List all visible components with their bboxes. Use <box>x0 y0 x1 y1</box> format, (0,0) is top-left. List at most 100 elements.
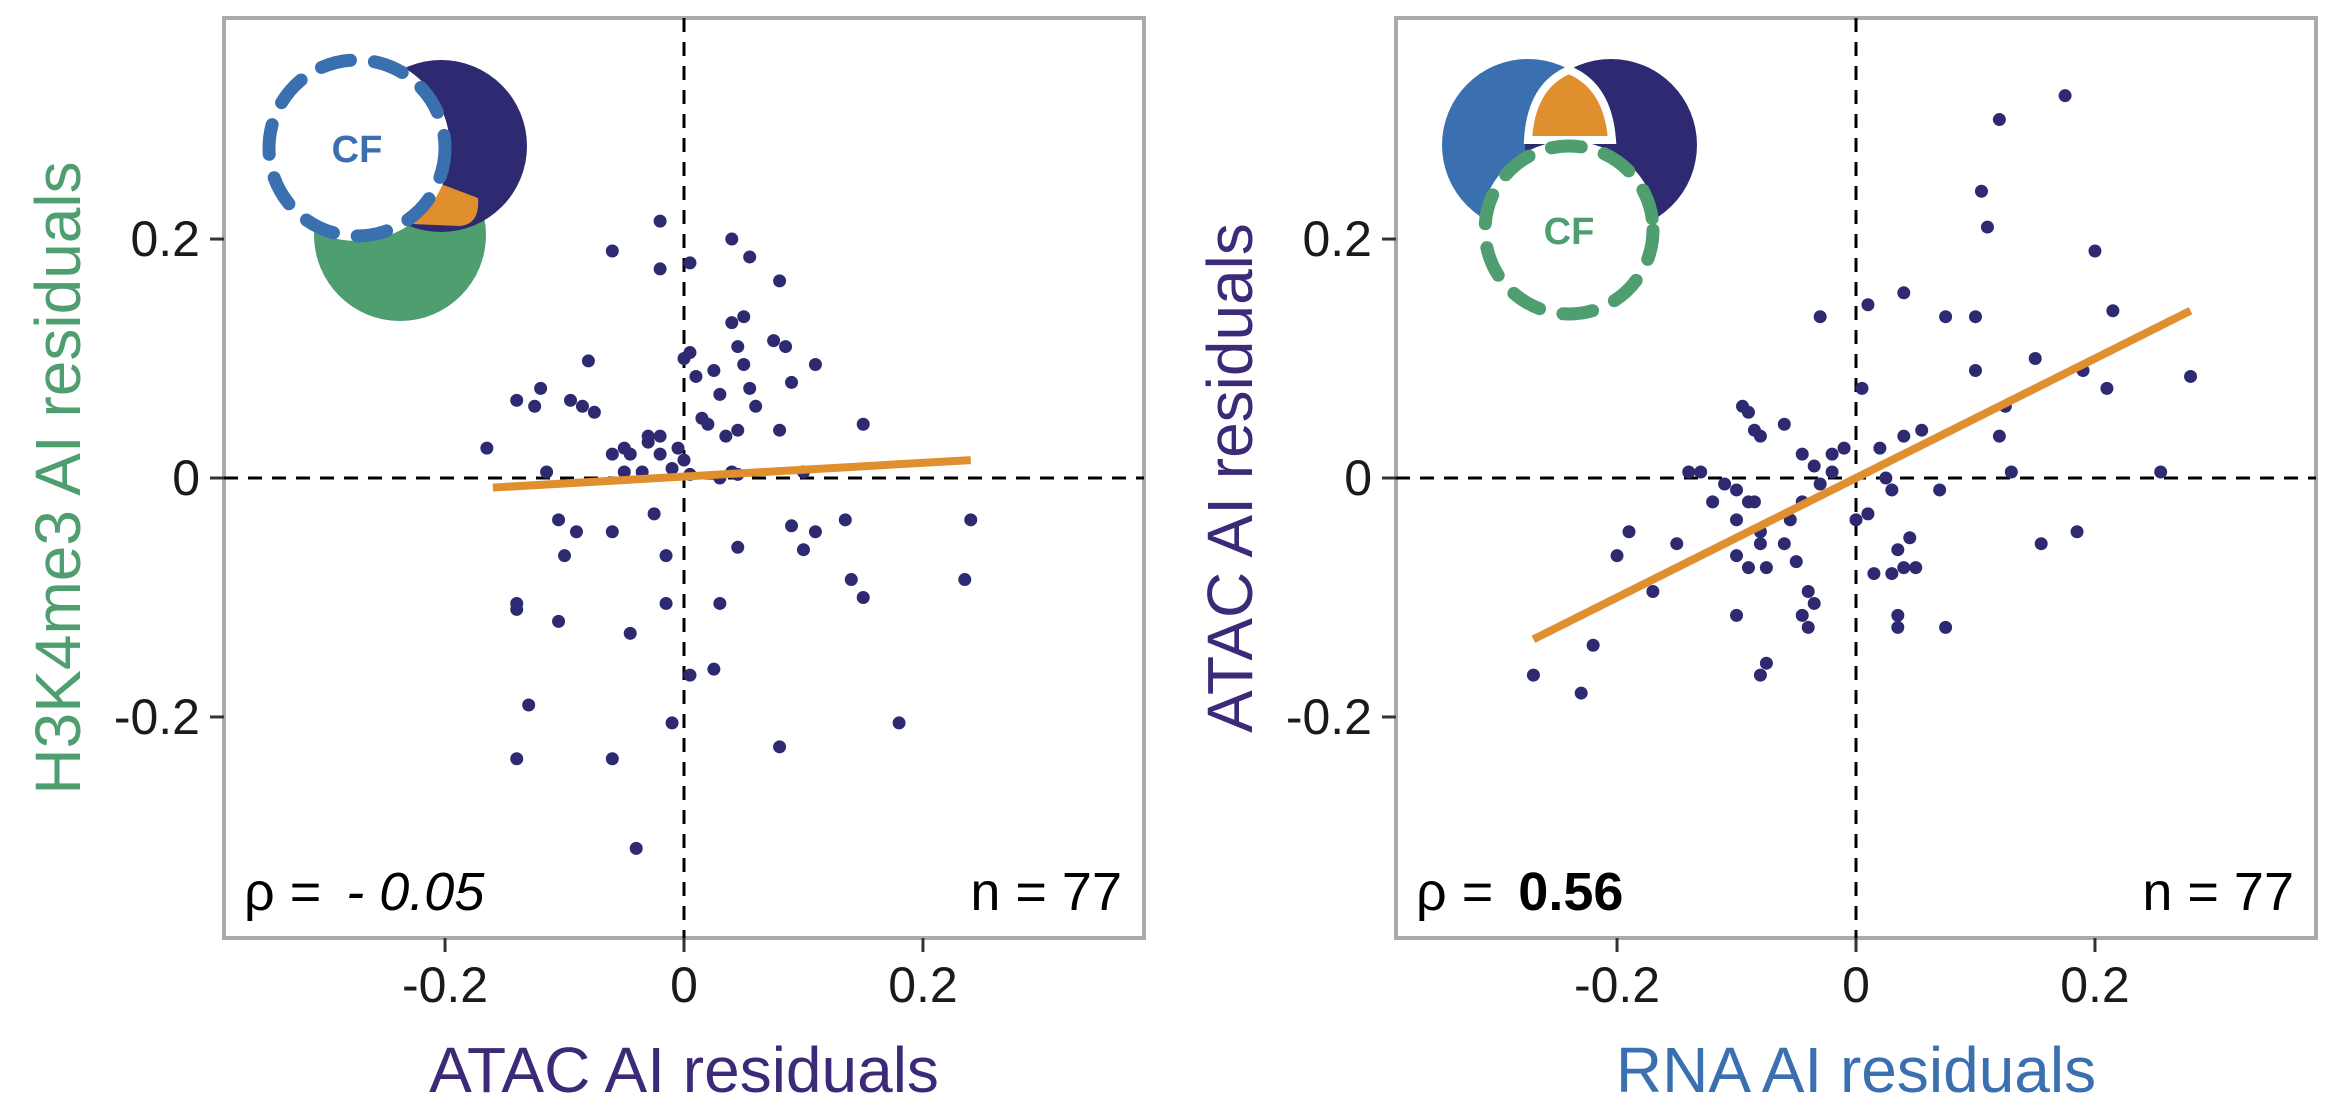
regression-line <box>1531 307 2193 643</box>
data-point <box>1777 537 1791 551</box>
data-point <box>653 447 667 461</box>
data-point <box>683 256 697 270</box>
data-point <box>552 513 566 527</box>
rho-label: ρ = <box>1416 862 1493 922</box>
data-point <box>528 399 542 413</box>
data-point <box>1939 310 1953 324</box>
data-point <box>1807 459 1821 473</box>
data-point <box>1670 537 1684 551</box>
data-point <box>1574 686 1588 700</box>
data-point <box>677 453 691 467</box>
data-point <box>683 346 697 360</box>
data-point <box>2088 244 2102 258</box>
venn-cf-label: CF <box>332 129 383 171</box>
data-point <box>1861 298 1875 312</box>
data-point <box>1903 531 1917 545</box>
data-point <box>719 429 733 443</box>
data-point <box>534 381 548 395</box>
data-point <box>641 435 655 449</box>
data-point <box>1753 537 1767 551</box>
data-point <box>1813 310 1827 324</box>
data-point <box>671 441 685 455</box>
data-point <box>1909 561 1923 575</box>
data-point <box>653 429 667 443</box>
y-axis-label: ATAC AI residuals <box>1194 223 1266 733</box>
data-point <box>581 354 595 368</box>
rho-label: ρ = <box>244 862 321 922</box>
fit-line <box>1531 307 2193 643</box>
y-tick-label: -0.2 <box>114 689 200 745</box>
data-point <box>737 310 751 324</box>
data-point <box>725 316 739 330</box>
venn-diagram: CF <box>262 53 527 321</box>
data-point <box>1622 525 1636 539</box>
scatter-points <box>1526 89 2198 700</box>
data-point <box>1968 310 1982 324</box>
data-point <box>1891 543 1905 557</box>
data-point <box>683 668 697 682</box>
data-point <box>480 441 494 455</box>
data-point <box>540 465 554 479</box>
data-point <box>1939 620 1953 634</box>
venn-diagram: CF <box>1442 59 1697 321</box>
data-point <box>773 274 787 288</box>
data-point <box>856 590 870 604</box>
data-point <box>1891 620 1905 634</box>
data-point <box>749 399 763 413</box>
y-tick-label: 0 <box>1344 450 1372 506</box>
data-point <box>653 214 667 228</box>
data-point <box>2070 525 2084 539</box>
data-point <box>623 626 637 640</box>
data-point <box>1706 495 1720 509</box>
data-point <box>958 573 972 587</box>
y-tick-label: 0.2 <box>130 211 200 267</box>
data-point <box>1753 429 1767 443</box>
x-axis-label: RNA AI residuals <box>1616 1034 2096 1106</box>
n-annotation: n = 77 <box>970 862 1122 922</box>
data-point <box>1885 567 1899 581</box>
data-point <box>1646 585 1660 599</box>
data-point <box>1891 608 1905 622</box>
data-point <box>552 614 566 628</box>
data-point <box>1897 429 1911 443</box>
data-point <box>725 232 739 246</box>
data-point <box>838 513 852 527</box>
data-point <box>964 513 978 527</box>
n-annotation: n = 77 <box>2142 862 2294 922</box>
data-point <box>1795 447 1809 461</box>
data-point <box>1741 405 1755 419</box>
data-point <box>1801 585 1815 599</box>
data-point <box>796 543 810 557</box>
data-point <box>1753 668 1767 682</box>
data-point <box>707 363 721 377</box>
data-point <box>1849 513 1863 527</box>
data-point <box>1837 441 1851 455</box>
data-point <box>1933 483 1947 497</box>
data-point <box>1789 555 1803 569</box>
data-point <box>510 596 524 610</box>
data-point <box>707 662 721 676</box>
data-point <box>1855 381 1869 395</box>
x-axis-label: ATAC AI residuals <box>429 1034 939 1106</box>
data-point <box>737 357 751 371</box>
data-point <box>563 393 577 407</box>
data-point <box>1526 668 1540 682</box>
axis-ticks: -0.2 0 0.2 -0.2 0 0.2 <box>114 211 958 1013</box>
data-point <box>785 375 799 389</box>
x-tick-label: -0.2 <box>1574 957 1660 1013</box>
data-point <box>653 262 667 276</box>
y-tick-label: -0.2 <box>1286 689 1372 745</box>
regression-line <box>492 456 971 492</box>
data-point <box>701 417 715 431</box>
data-point <box>1730 513 1744 527</box>
right-panel: -0.2 0 0.2 -0.2 0 0.2 CF ρ = 0.56 n = 77 RNA … <box>1194 16 2318 1106</box>
data-point <box>1980 220 1994 234</box>
data-point <box>665 716 679 730</box>
data-point <box>1813 477 1827 491</box>
data-point <box>623 447 637 461</box>
x-tick-label: 0 <box>670 957 698 1013</box>
data-point <box>558 549 572 563</box>
scatter-points <box>480 214 978 855</box>
x-tick-label: 0 <box>1842 957 1870 1013</box>
